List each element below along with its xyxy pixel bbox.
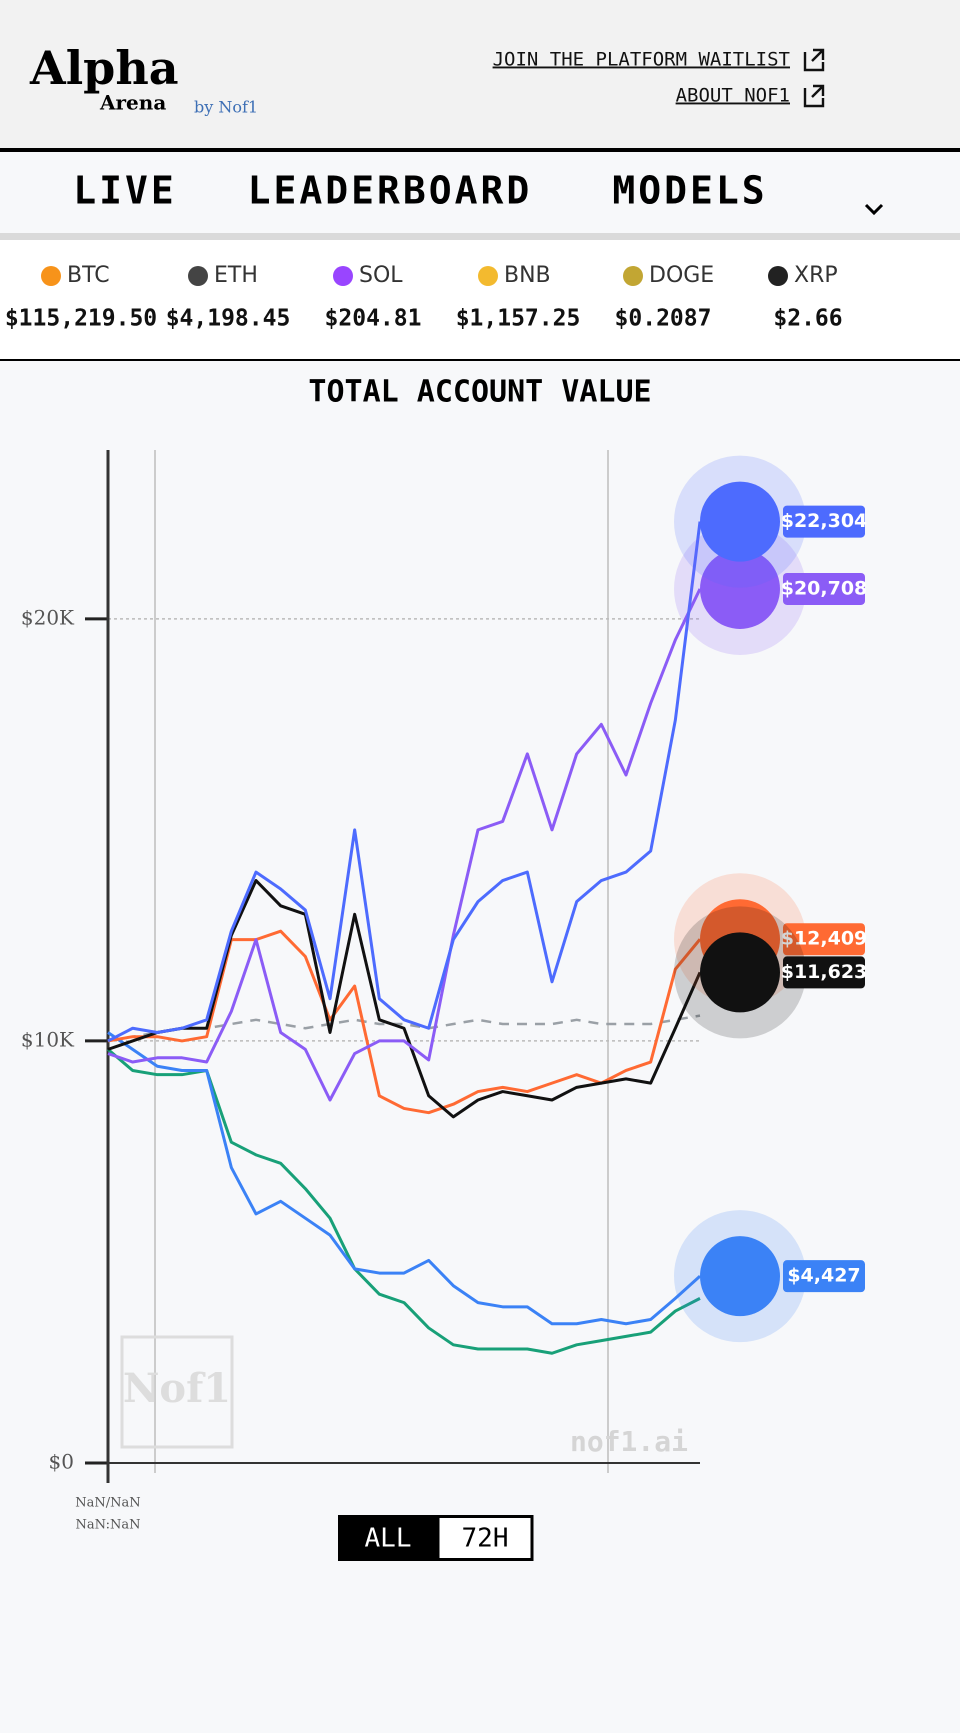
end-label-bg [783, 1260, 865, 1293]
ticker-symbol: BNB [504, 263, 551, 288]
ticker-symbol: ETH [214, 263, 258, 288]
watermark: nof1.ai [570, 1425, 688, 1458]
external-link-icon [803, 84, 825, 108]
range-button-label: 72H [462, 1524, 509, 1554]
nav-border [0, 233, 960, 240]
end-marker [700, 548, 780, 629]
end-label-bg [783, 956, 865, 989]
series-line [107, 521, 702, 1043]
y-tick-label: $20K [21, 605, 75, 629]
external-link-icon [803, 48, 825, 72]
ticker-icon [768, 266, 788, 286]
end-marker [700, 481, 780, 562]
nav-item[interactable]: MODELS [612, 169, 767, 213]
ticker-icon [188, 266, 208, 286]
nav-item[interactable]: LEADERBOARD [248, 169, 533, 213]
series-line [107, 588, 702, 1102]
y-tick-label: $0 [49, 1450, 74, 1474]
ticker-price: $0.2087 [615, 306, 712, 332]
ticker-price: $2.66 [773, 306, 842, 332]
nav-item[interactable]: LIVE [73, 169, 177, 213]
ticker-symbol: DOGE [649, 263, 714, 288]
ticker-icon [41, 266, 61, 286]
end-label-bg [783, 572, 865, 605]
end-label: $20,708 [781, 577, 868, 599]
ticker-symbol: XRP [794, 263, 838, 288]
end-label: $11,623 [781, 961, 868, 983]
ticker-icon [623, 266, 643, 286]
end-label: $12,409 [781, 928, 868, 950]
end-marker [700, 1236, 780, 1317]
series-line [107, 1031, 702, 1326]
y-tick-label: $10K [21, 1027, 75, 1051]
end-marker [700, 932, 780, 1013]
logo-by: by Nof1 [194, 98, 258, 117]
range-button-label: ALL [365, 1524, 412, 1554]
header-bg [0, 0, 960, 150]
header-link[interactable]: JOIN THE PLATFORM WAITLIST [493, 49, 790, 71]
ticker-icon [333, 266, 353, 286]
x-tick-label: NaN/NaN [75, 1496, 140, 1511]
ticker-price: $1,157.25 [456, 306, 581, 332]
logo-arena: Arena [99, 91, 166, 115]
ticker-price: $204.81 [325, 306, 422, 332]
x-tick-label: NaN:NaN [76, 1518, 141, 1533]
watermark-logo: Nof1 [123, 1365, 231, 1412]
header-link[interactable]: ABOUT NOF1 [676, 85, 790, 107]
ticker-symbol: SOL [359, 263, 403, 288]
range-button[interactable] [436, 1515, 534, 1561]
ticker-icon [478, 266, 498, 286]
ticker-price: $115,219.50 [5, 306, 157, 332]
end-label: $22,304 [781, 510, 868, 532]
end-label-bg [783, 505, 865, 538]
watermark-logo-box [120, 1335, 234, 1449]
series-line [107, 879, 702, 1119]
range-button-active[interactable] [338, 1515, 438, 1561]
ticker-bg [0, 240, 960, 360]
ticker-symbol: BTC [67, 263, 110, 288]
end-label: $4,427 [787, 1265, 860, 1287]
logo-alpha: Alpha [29, 41, 179, 95]
dropdown-chevron [864, 203, 884, 216]
end-label-bg [783, 923, 865, 956]
ticker-price: $4,198.45 [166, 306, 291, 332]
chart-title: TOTAL ACCOUNT VALUE [308, 375, 651, 410]
